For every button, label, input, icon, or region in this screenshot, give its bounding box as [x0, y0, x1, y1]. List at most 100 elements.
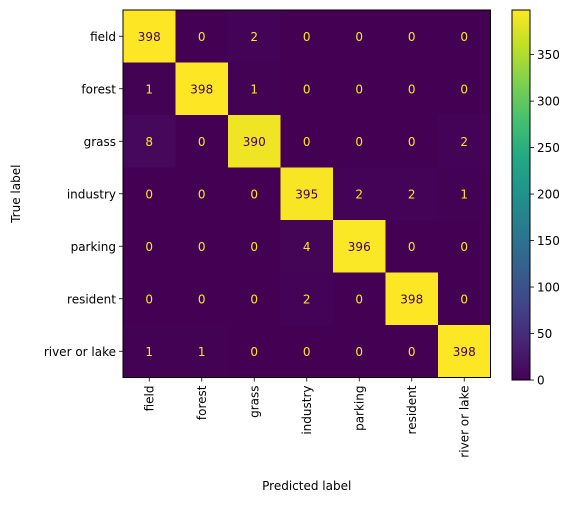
cell-value-label: 1 — [145, 345, 153, 359]
y-axis-label: True label — [9, 165, 23, 224]
cell-value-label: 0 — [198, 30, 206, 44]
heatmap-cell — [280, 62, 334, 116]
cell-value-label: 0 — [198, 135, 206, 149]
heatmap-cell — [123, 10, 176, 63]
heatmap-cell — [385, 325, 439, 378]
cell-value-label: 2 — [355, 187, 363, 201]
heatmap-cell — [228, 115, 281, 168]
heatmap-cell — [228, 167, 281, 221]
cell-value-label: 396 — [348, 240, 371, 254]
heatmap-cell — [438, 220, 491, 273]
x-tick-label: grass — [247, 386, 261, 418]
cell-value-label: 1 — [250, 82, 258, 96]
x-tick-label: industry — [300, 386, 314, 435]
cell-value-label: 2 — [460, 135, 468, 149]
x-tick-label: field — [142, 386, 156, 412]
heatmap-cell — [385, 272, 439, 326]
cell-value-label: 0 — [460, 30, 468, 44]
heatmap-cell — [385, 220, 439, 273]
cell-value-label: 0 — [250, 292, 258, 306]
cell-value-label: 8 — [145, 135, 153, 149]
colorbar-tick-label: 250 — [537, 141, 560, 155]
y-tick-label: parking — [71, 240, 116, 254]
heatmap-cell — [280, 167, 334, 221]
cell-value-label: 0 — [303, 82, 311, 96]
heatmap-cell — [123, 62, 176, 116]
y-tick-label: resident — [67, 292, 116, 306]
cell-value-label: 0 — [198, 292, 206, 306]
x-axis-label: Predicted label — [262, 479, 351, 493]
cell-value-label: 2 — [250, 30, 258, 44]
heatmap-cell — [385, 62, 439, 116]
heatmap-cell — [175, 10, 229, 63]
heatmap-cell — [438, 62, 491, 116]
heatmap-cell — [280, 325, 334, 378]
cell-value-label: 1 — [145, 82, 153, 96]
colorbar-tick-label: 300 — [537, 95, 560, 109]
cell-value-label: 4 — [303, 240, 311, 254]
cell-value-label: 0 — [355, 30, 363, 44]
cell-value-label: 0 — [460, 240, 468, 254]
heatmap-cell — [228, 272, 281, 326]
cell-value-label: 0 — [250, 345, 258, 359]
heatmap-cell — [333, 220, 386, 273]
colorbar-tick-label: 150 — [537, 234, 560, 248]
heatmap-cell — [385, 10, 439, 63]
cell-value-label: 390 — [243, 135, 266, 149]
heatmap-cell — [123, 220, 176, 273]
heatmap-cell — [175, 62, 229, 116]
heatmap-cell — [333, 62, 386, 116]
heatmap-cell — [333, 325, 386, 378]
cell-value-label: 0 — [460, 82, 468, 96]
y-tick-label: forest — [81, 82, 116, 96]
cell-value-label: 0 — [250, 187, 258, 201]
colorbar-tick-label: 0 — [537, 374, 545, 388]
x-tick-label: forest — [195, 385, 209, 420]
heatmap-cell — [438, 115, 491, 168]
cell-value-label: 0 — [408, 82, 416, 96]
cell-value-label: 0 — [408, 240, 416, 254]
cell-value-label: 0 — [355, 135, 363, 149]
heatmap-cell — [123, 325, 176, 378]
cell-value-label: 398 — [400, 292, 423, 306]
heatmap-cell — [333, 115, 386, 168]
colorbar-tick-label: 350 — [537, 48, 560, 62]
cell-value-label: 0 — [250, 240, 258, 254]
cell-value-label: 398 — [138, 30, 161, 44]
heatmap-cell — [280, 10, 334, 63]
heatmap-cell — [333, 10, 386, 63]
cell-value-label: 398 — [453, 345, 476, 359]
heatmap-cell — [228, 10, 281, 63]
cell-value-label: 0 — [355, 82, 363, 96]
heatmap-cell — [175, 272, 229, 326]
heatmap-cell — [175, 220, 229, 273]
cell-value-label: 398 — [190, 82, 213, 96]
x-axis: field forest grass industry parking resident r… — [142, 377, 471, 458]
colorbar-tick-label: 50 — [537, 327, 552, 341]
heatmap-cell — [175, 167, 229, 221]
heatmap-cell — [385, 115, 439, 168]
cell-value-label: 0 — [198, 187, 206, 201]
y-axis: field forest grass industry parking resident r… — [44, 30, 123, 359]
cell-value-label: 0 — [355, 345, 363, 359]
heatmap-cell — [280, 272, 334, 326]
heatmap-cell — [438, 272, 491, 326]
cell-value-label: 0 — [145, 292, 153, 306]
heatmap-cell — [123, 115, 176, 168]
heatmap-cell — [175, 325, 229, 378]
cell-value-labels: 398 0 2 0 0 0 0 1 398 1 0 0 0 0 8 0 390 0 0 0 2 0 0 0 395 2 2 1 0 0 0 4… — [138, 30, 476, 359]
y-tick-label: industry — [67, 187, 116, 201]
y-tick-label: river or lake — [44, 345, 116, 359]
heatmap-cell — [438, 10, 491, 63]
heatmap-cell — [228, 62, 281, 116]
colorbar-tick-label: 200 — [537, 188, 560, 202]
heatmap-cell — [333, 272, 386, 326]
cell-value-label: 0 — [198, 240, 206, 254]
cell-value-label: 0 — [460, 292, 468, 306]
x-tick-label: river or lake — [457, 386, 471, 458]
heatmap-cell — [385, 167, 439, 221]
cell-value-label: 1 — [198, 345, 206, 359]
heatmap-cell — [438, 167, 491, 221]
